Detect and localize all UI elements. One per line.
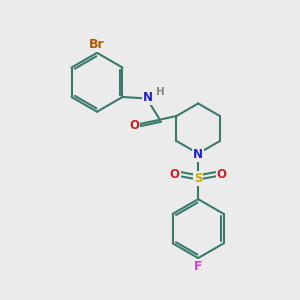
- Text: Br: Br: [89, 38, 105, 51]
- Text: N: N: [193, 148, 203, 161]
- Text: H: H: [156, 87, 165, 97]
- Text: F: F: [194, 260, 203, 273]
- Text: O: O: [129, 119, 139, 132]
- Text: O: O: [169, 168, 180, 181]
- Text: S: S: [194, 172, 203, 185]
- Text: N: N: [143, 92, 153, 104]
- Text: O: O: [217, 168, 227, 181]
